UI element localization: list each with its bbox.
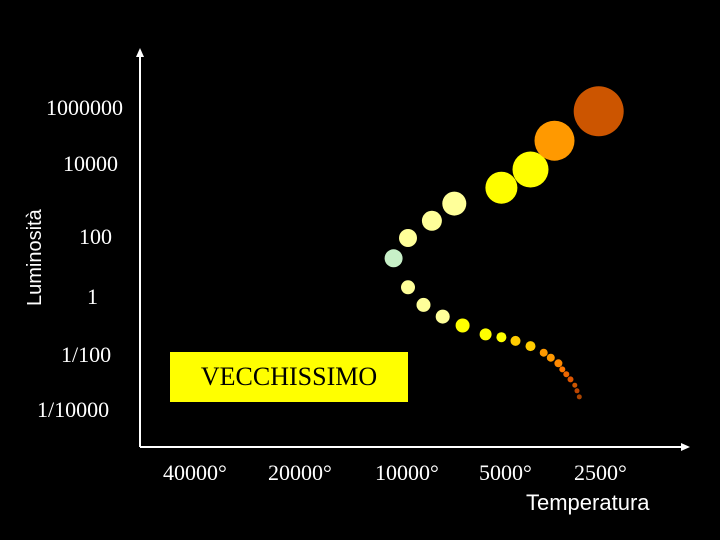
star-point: [559, 366, 566, 373]
star-point: [534, 120, 575, 161]
star-point: [384, 249, 403, 268]
star-point: [435, 309, 450, 324]
star-point: [512, 151, 549, 188]
x-tick-label: 10000°: [375, 460, 439, 485]
y-tick-label: 1: [87, 284, 98, 309]
y-tick-label: 1/10000: [37, 397, 110, 422]
x-axis-label: Temperatura: [526, 490, 650, 515]
stage-annotation: VECCHISSIMO: [170, 352, 408, 402]
star-point: [573, 86, 624, 137]
star-point: [539, 348, 548, 357]
y-axis-arrow: [136, 48, 144, 57]
y-tick-label: 10000: [63, 151, 118, 176]
x-tick-label: 2500°: [574, 460, 627, 485]
y-axis-label: Luminosità: [24, 209, 46, 306]
star-point: [510, 335, 521, 346]
star-point: [554, 359, 563, 368]
star-point: [572, 382, 578, 388]
star-point: [399, 229, 417, 247]
star-point: [442, 191, 467, 216]
x-tick-label: 20000°: [268, 460, 332, 485]
star-point: [416, 297, 431, 312]
y-tick-label: 100: [79, 224, 112, 249]
y-tick-label: 1/100: [61, 342, 112, 367]
x-tick-label: 5000°: [479, 460, 532, 485]
star-point: [496, 332, 507, 343]
axes: [136, 48, 690, 451]
star-point: [546, 353, 555, 362]
star-point: [576, 394, 582, 400]
star-point: [455, 318, 470, 333]
star-point: [567, 376, 574, 383]
x-axis-arrow: [681, 443, 690, 451]
star-point: [485, 171, 518, 204]
star-point: [421, 210, 442, 231]
y-tick-label: 1000000: [46, 95, 123, 120]
star-point: [401, 280, 415, 295]
star-point: [574, 388, 580, 394]
star-point: [525, 341, 536, 352]
star-point: [479, 328, 492, 341]
x-tick-label: 40000°: [163, 460, 227, 485]
star-point: [563, 371, 570, 378]
data-points: [384, 86, 624, 400]
